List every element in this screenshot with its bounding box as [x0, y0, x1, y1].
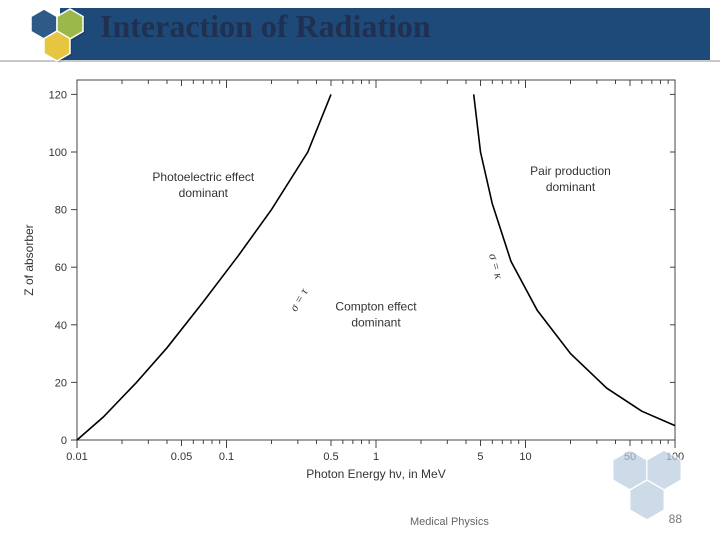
svg-text:20: 20 — [55, 377, 67, 389]
svg-text:80: 80 — [55, 205, 67, 217]
svg-text:Compton effect: Compton effect — [335, 299, 417, 313]
svg-text:0.01: 0.01 — [66, 451, 87, 463]
svg-text:dominant: dominant — [546, 180, 596, 194]
svg-text:5: 5 — [477, 451, 483, 463]
header-divider — [0, 60, 720, 62]
svg-text:100: 100 — [49, 147, 67, 159]
svg-text:120: 120 — [49, 89, 67, 101]
svg-text:Pair production: Pair production — [530, 164, 611, 178]
svg-text:Z of absorber: Z of absorber — [22, 224, 36, 295]
svg-text:σ = κ: σ = κ — [486, 252, 506, 281]
svg-text:40: 40 — [55, 320, 67, 332]
page-number: 88 — [669, 512, 682, 526]
svg-text:10: 10 — [519, 451, 531, 463]
svg-text:0.5: 0.5 — [323, 451, 338, 463]
svg-text:dominant: dominant — [351, 315, 401, 329]
svg-text:0.1: 0.1 — [219, 451, 234, 463]
svg-text:0.05: 0.05 — [171, 451, 192, 463]
svg-text:1: 1 — [373, 451, 379, 463]
hex-cluster-bottom-right-icon — [592, 444, 702, 532]
footer-label: Medical Physics — [410, 516, 489, 528]
svg-text:dominant: dominant — [179, 186, 229, 200]
svg-text:σ = τ: σ = τ — [286, 285, 311, 314]
svg-text:Photoelectric effect: Photoelectric effect — [152, 170, 255, 184]
interaction-chart: 0204060801001200.010.050.10.5151050100Ph… — [15, 70, 695, 490]
slide-title: Interaction of Radiation — [100, 8, 431, 45]
svg-text:Photon Energy hν, in MeV: Photon Energy hν, in MeV — [306, 467, 445, 481]
svg-text:60: 60 — [55, 262, 67, 274]
hex-cluster-top-left-icon — [18, 4, 108, 70]
svg-text:0: 0 — [61, 435, 67, 447]
